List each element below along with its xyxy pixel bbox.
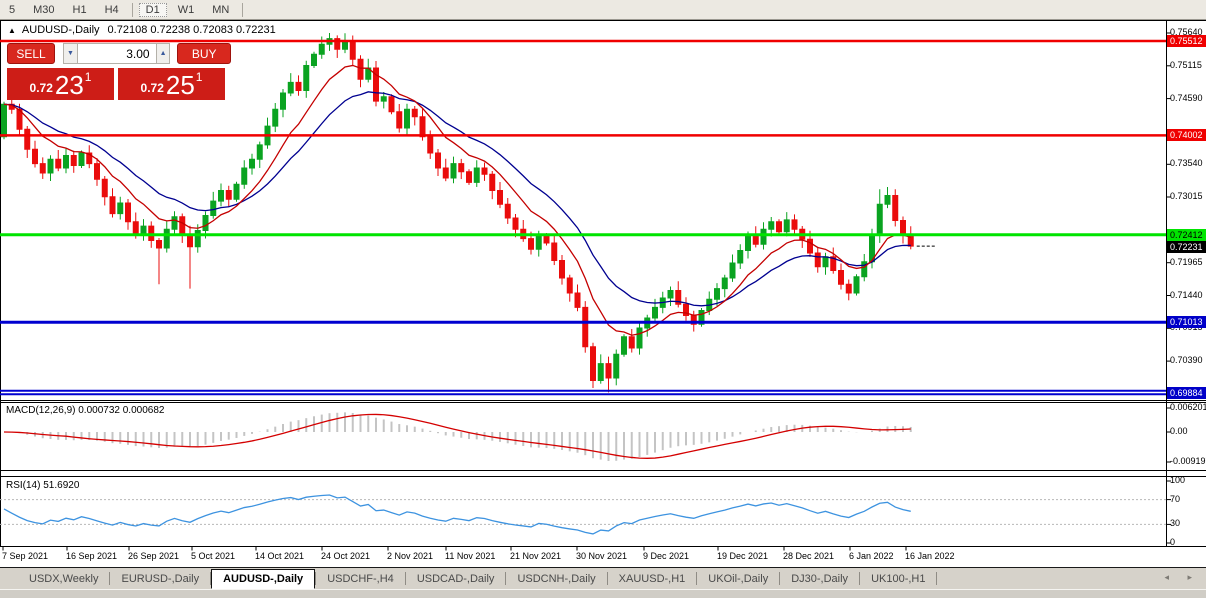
macd-indicator-label: MACD(12,26,9) 0.000732 0.000682 bbox=[6, 405, 165, 416]
price-tick-label: 0.73540 bbox=[1170, 158, 1203, 169]
rsi-tick-label: 30 bbox=[1170, 518, 1181, 529]
timeframe-button-mn[interactable]: MN bbox=[212, 3, 230, 16]
sell-price-pip: 1 bbox=[84, 70, 92, 84]
tab-eurusd-daily[interactable]: EURUSD-,Daily bbox=[121, 572, 200, 585]
status-strip bbox=[0, 589, 1206, 598]
price-level-badge: 0.72231 bbox=[1167, 241, 1206, 253]
tab-usdchf-h4[interactable]: USDCHF-,H4 bbox=[327, 572, 394, 585]
timeframe-button-m30[interactable]: M30 bbox=[33, 3, 55, 16]
tab-separator bbox=[109, 572, 111, 585]
price-level-badge: 0.69884 bbox=[1167, 387, 1206, 399]
buy-price-pip: 1 bbox=[195, 70, 203, 84]
tab-separator bbox=[404, 572, 406, 585]
tab-usdcnh-daily[interactable]: USDCNH-,Daily bbox=[517, 572, 596, 585]
price-tick-label: 0.75640 bbox=[1170, 27, 1203, 37]
price-level-badge: 0.72412 bbox=[1167, 229, 1206, 241]
tab-separator bbox=[779, 572, 781, 585]
collapse-trade-panel-icon[interactable]: ▲ bbox=[8, 25, 16, 35]
tab-scroll-arrows[interactable]: ◂ ▸ bbox=[1164, 572, 1200, 582]
tab-uk100-h1[interactable]: UK100-,H1 bbox=[871, 572, 926, 585]
lot-increase-button[interactable]: ▲ bbox=[155, 43, 171, 64]
sell-price-prefix: 0.72 bbox=[29, 81, 53, 95]
rsi-tick-label: 0 bbox=[1170, 537, 1176, 547]
buy-price-display[interactable]: 0.72 25 1 bbox=[118, 68, 225, 100]
price-tick-label: 0.71965 bbox=[1170, 256, 1203, 267]
tab-audusd-daily[interactable]: AUDUSD-,Daily bbox=[211, 568, 316, 589]
macd-tick-label: 0.00 bbox=[1170, 426, 1188, 436]
price-tick-label: 0.71440 bbox=[1170, 289, 1203, 300]
tab-separator bbox=[936, 572, 938, 585]
chart-ohlc-values: 0.72108 0.72238 0.72083 0.72231 bbox=[107, 24, 276, 36]
chart-symbol-period: AUDUSD-,Daily bbox=[21, 24, 100, 36]
tab-separator bbox=[505, 572, 507, 585]
toolbar-separator bbox=[131, 2, 133, 17]
price-level-badge: 0.74002 bbox=[1167, 129, 1206, 141]
tab-dj30-daily[interactable]: DJ30-,Daily bbox=[791, 572, 849, 585]
tab-separator bbox=[315, 572, 317, 585]
price-tick-label: 0.73015 bbox=[1170, 191, 1203, 201]
tab-separator bbox=[696, 572, 698, 585]
tab-separator bbox=[210, 572, 212, 585]
lot-decrease-button[interactable]: ▼ bbox=[62, 43, 78, 64]
buy-button[interactable]: BUY bbox=[177, 43, 231, 64]
timeframe-button-5[interactable]: 5 bbox=[9, 3, 16, 16]
buy-price-digits: 25 bbox=[165, 70, 195, 100]
timeframe-button-h1[interactable]: H1 bbox=[72, 3, 87, 16]
one-click-trade-panel: SELL ▼ 3.00 ▲ BUY 0.72 23 1 0.72 25 1 bbox=[7, 43, 231, 100]
price-level-badge: 0.75512 bbox=[1167, 35, 1206, 47]
timeframe-button-d1[interactable]: D1 bbox=[138, 2, 167, 17]
tab-ukoil-daily[interactable]: UKOil-,Daily bbox=[708, 572, 769, 585]
price-tick-label: 0.75115 bbox=[1170, 59, 1202, 70]
lot-size-input[interactable]: 3.00 bbox=[77, 43, 156, 64]
tab-usdx-weekly[interactable]: USDX,Weekly bbox=[29, 572, 99, 585]
tab-usdcad-daily[interactable]: USDCAD-,Daily bbox=[416, 572, 495, 585]
chart-tab-bar: USDX,Weekly EURUSD-,Daily AUDUSD-,Daily USD… bbox=[0, 567, 1206, 589]
chart-title: ▲ AUDUSD-,Daily 0.72108 0.72238 0.72083 … bbox=[8, 24, 276, 36]
tab-separator bbox=[859, 572, 861, 585]
rsi-tick-label: 100 bbox=[1170, 475, 1186, 485]
macd-tick-label: -0.009197 bbox=[1170, 456, 1206, 466]
price-axis: 0.75640 0.75115 0.74590 0.73540 0.73015 0.719… bbox=[1167, 0, 1206, 566]
timeframe-button-h4[interactable]: H4 bbox=[104, 3, 119, 16]
sell-button[interactable]: SELL bbox=[7, 43, 55, 64]
timeframe-toolbar: 5 M30 H1 H4 D1 W1 MN bbox=[0, 0, 1206, 20]
macd-tick-label: 0.006201 bbox=[1170, 402, 1206, 412]
price-level-badge: 0.71013 bbox=[1167, 316, 1206, 328]
timeframe-button-w1[interactable]: W1 bbox=[177, 3, 195, 16]
tab-separator bbox=[606, 572, 608, 585]
rsi-indicator-label: RSI(14) 51.6920 bbox=[6, 480, 80, 491]
tab-xauusd-h1[interactable]: XAUUSD-,H1 bbox=[618, 572, 686, 585]
buy-price-prefix: 0.72 bbox=[140, 81, 164, 95]
rsi-tick-label: 70 bbox=[1170, 493, 1181, 504]
sell-price-display[interactable]: 0.72 23 1 bbox=[7, 68, 114, 100]
price-tick-label: 0.70390 bbox=[1170, 355, 1203, 366]
sell-price-digits: 23 bbox=[54, 70, 84, 100]
price-tick-label: 0.74590 bbox=[1170, 92, 1203, 103]
toolbar-separator bbox=[242, 2, 244, 17]
